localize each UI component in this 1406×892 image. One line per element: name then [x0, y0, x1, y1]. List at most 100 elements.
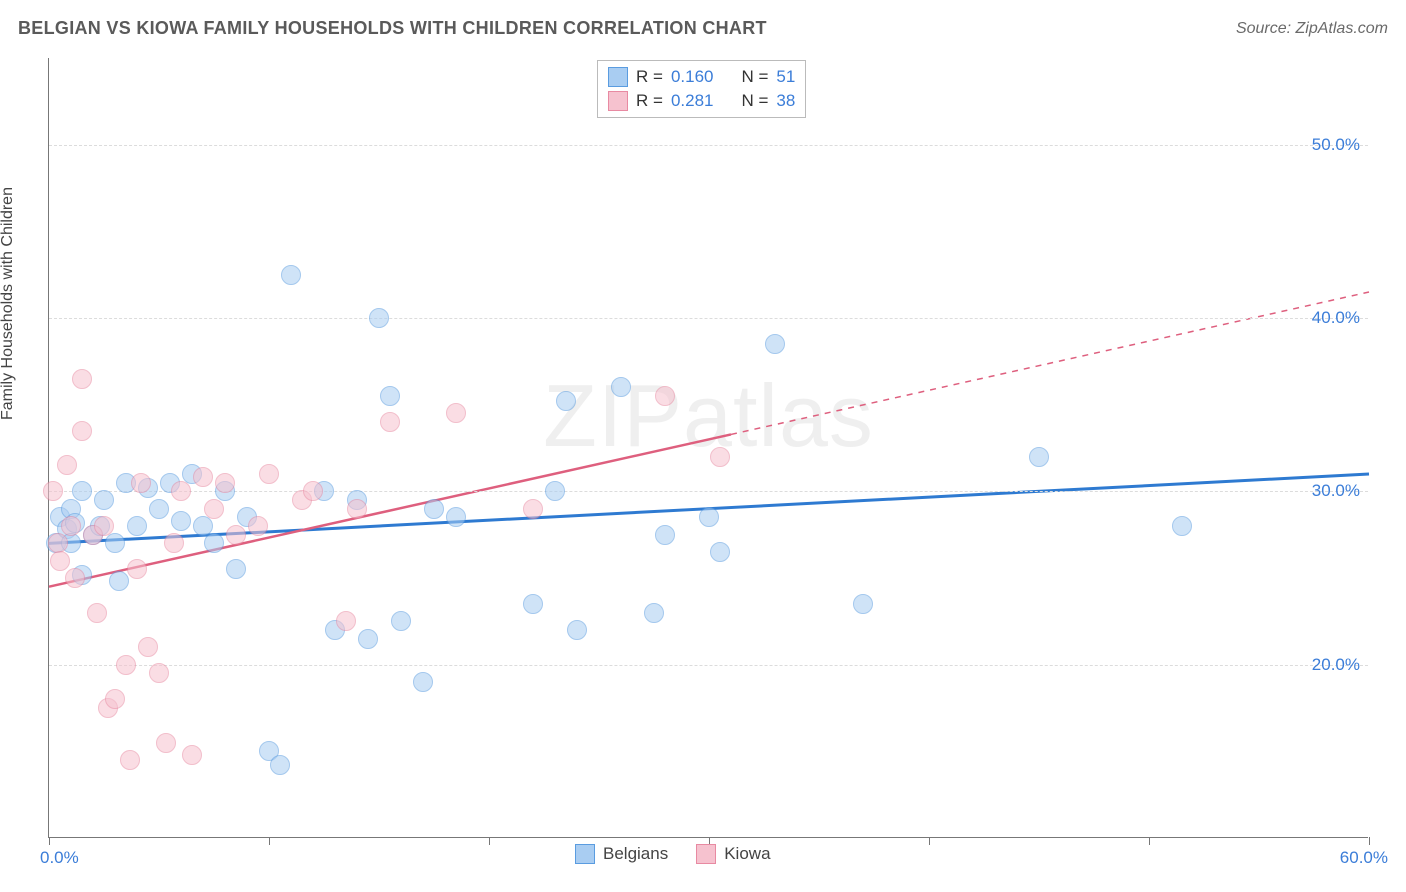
- data-point: [171, 511, 191, 531]
- y-tick-label: 20.0%: [1312, 655, 1360, 675]
- data-point: [567, 620, 587, 640]
- gridline: [49, 145, 1368, 146]
- data-point: [281, 265, 301, 285]
- trend-line-extrapolated: [731, 292, 1369, 434]
- gridline: [49, 318, 1368, 319]
- data-point: [138, 637, 158, 657]
- x-axis-max-label: 60.0%: [1340, 848, 1388, 868]
- stats-legend: R =0.160N =51R =0.281N =38: [597, 60, 806, 118]
- data-point: [303, 481, 323, 501]
- y-tick-label: 40.0%: [1312, 308, 1360, 328]
- data-point: [1172, 516, 1192, 536]
- data-point: [131, 473, 151, 493]
- data-point: [149, 663, 169, 683]
- data-point: [270, 755, 290, 775]
- x-tick: [49, 837, 50, 845]
- data-point: [523, 499, 543, 519]
- x-tick: [269, 837, 270, 845]
- data-point: [94, 490, 114, 510]
- x-axis-min-label: 0.0%: [40, 848, 79, 868]
- data-point: [655, 525, 675, 545]
- x-tick: [489, 837, 490, 845]
- data-point: [248, 516, 268, 536]
- data-point: [380, 386, 400, 406]
- data-point: [193, 467, 213, 487]
- data-point: [72, 481, 92, 501]
- data-point: [105, 533, 125, 553]
- n-value: 51: [776, 67, 795, 87]
- data-point: [65, 568, 85, 588]
- data-point: [120, 750, 140, 770]
- data-point: [259, 464, 279, 484]
- data-point: [391, 611, 411, 631]
- data-point: [171, 481, 191, 501]
- data-point: [50, 551, 70, 571]
- data-point: [149, 499, 169, 519]
- x-tick: [1149, 837, 1150, 845]
- data-point: [710, 447, 730, 467]
- data-point: [72, 421, 92, 441]
- data-point: [127, 516, 147, 536]
- r-value: 0.160: [671, 67, 714, 87]
- data-point: [1029, 447, 1049, 467]
- data-point: [204, 533, 224, 553]
- legend-swatch: [696, 844, 716, 864]
- data-point: [109, 571, 129, 591]
- legend-swatch: [608, 91, 628, 111]
- data-point: [226, 525, 246, 545]
- data-point: [164, 533, 184, 553]
- data-point: [347, 499, 367, 519]
- legend-item: Belgians: [575, 844, 668, 864]
- data-point: [57, 455, 77, 475]
- data-point: [43, 481, 63, 501]
- data-point: [446, 507, 466, 527]
- series-legend: Belgians Kiowa: [575, 844, 771, 864]
- n-value: 38: [776, 91, 795, 111]
- r-label: R =: [636, 91, 663, 111]
- data-point: [655, 386, 675, 406]
- data-point: [710, 542, 730, 562]
- scatter-plot-area: ZIPatlas R =0.160N =51R =0.281N =38 20.0…: [48, 58, 1368, 838]
- data-point: [424, 499, 444, 519]
- y-tick-label: 30.0%: [1312, 481, 1360, 501]
- r-value: 0.281: [671, 91, 714, 111]
- data-point: [611, 377, 631, 397]
- data-point: [105, 689, 125, 709]
- data-point: [61, 516, 81, 536]
- gridline: [49, 665, 1368, 666]
- data-point: [556, 391, 576, 411]
- data-point: [765, 334, 785, 354]
- data-point: [413, 672, 433, 692]
- legend-swatch: [575, 844, 595, 864]
- data-point: [523, 594, 543, 614]
- legend-label: Kiowa: [724, 844, 770, 864]
- data-point: [853, 594, 873, 614]
- data-point: [127, 559, 147, 579]
- data-point: [87, 603, 107, 623]
- chart-header: BELGIAN VS KIOWA FAMILY HOUSEHOLDS WITH …: [18, 18, 1388, 39]
- data-point: [204, 499, 224, 519]
- legend-swatch: [608, 67, 628, 87]
- legend-stat-row: R =0.160N =51: [608, 65, 795, 89]
- x-tick: [1369, 837, 1370, 845]
- chart-title: BELGIAN VS KIOWA FAMILY HOUSEHOLDS WITH …: [18, 18, 767, 39]
- legend-stat-row: R =0.281N =38: [608, 89, 795, 113]
- legend-label: Belgians: [603, 844, 668, 864]
- data-point: [369, 308, 389, 328]
- y-axis-label: Family Households with Children: [0, 187, 17, 420]
- n-label: N =: [741, 67, 768, 87]
- gridline: [49, 491, 1368, 492]
- data-point: [182, 745, 202, 765]
- legend-item: Kiowa: [696, 844, 770, 864]
- data-point: [380, 412, 400, 432]
- data-point: [116, 655, 136, 675]
- data-point: [644, 603, 664, 623]
- data-point: [72, 369, 92, 389]
- data-point: [226, 559, 246, 579]
- data-point: [358, 629, 378, 649]
- data-point: [545, 481, 565, 501]
- trend-lines-layer: [49, 58, 1368, 837]
- chart-source: Source: ZipAtlas.com: [1236, 20, 1388, 38]
- data-point: [94, 516, 114, 536]
- data-point: [215, 473, 235, 493]
